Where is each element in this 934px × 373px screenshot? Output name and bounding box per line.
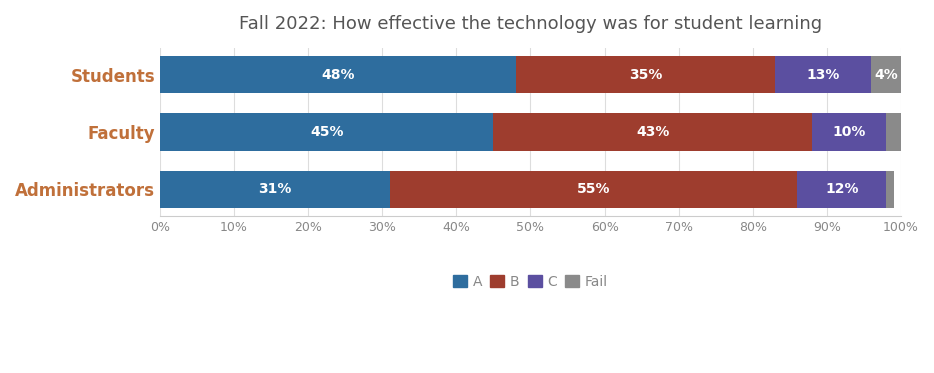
Bar	[160, 171, 389, 208]
Text: 43%: 43%	[636, 125, 670, 139]
Legend: A, B, C, Fail: A, B, C, Fail	[447, 269, 614, 295]
Bar	[160, 113, 493, 151]
Bar	[389, 171, 798, 208]
Bar	[886, 113, 901, 151]
Text: 13%: 13%	[807, 68, 840, 82]
Text: 31%: 31%	[258, 182, 291, 197]
Text: 45%: 45%	[310, 125, 344, 139]
Bar	[798, 171, 886, 208]
Bar	[886, 171, 894, 208]
Text: 35%: 35%	[629, 68, 662, 82]
Bar	[493, 113, 813, 151]
Bar	[871, 56, 901, 93]
Bar	[160, 56, 516, 93]
Bar	[775, 56, 871, 93]
Text: 55%: 55%	[576, 182, 610, 197]
Text: 4%: 4%	[874, 68, 899, 82]
Text: 12%: 12%	[825, 182, 858, 197]
Text: 48%: 48%	[321, 68, 355, 82]
Text: 10%: 10%	[832, 125, 866, 139]
Bar	[813, 113, 886, 151]
Bar	[516, 56, 775, 93]
Title: Fall 2022: How effective the technology was for student learning: Fall 2022: How effective the technology …	[239, 15, 822, 33]
